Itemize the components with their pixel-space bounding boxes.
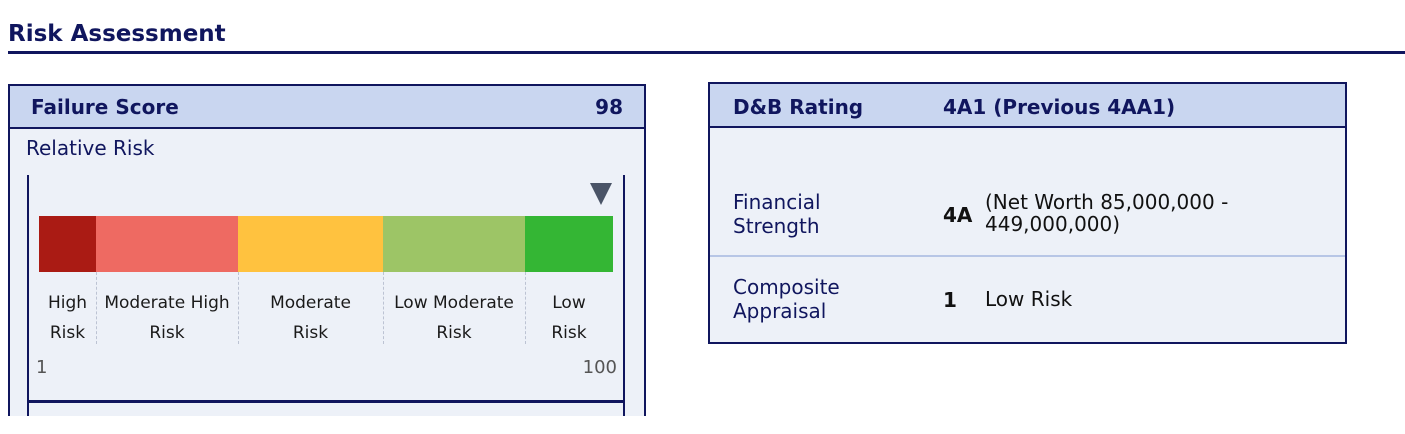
band-separator: [96, 272, 97, 344]
composite-appraisal-code: 1: [943, 288, 957, 312]
band-low-risk: [525, 216, 613, 272]
band-label-moderate-high-risk: Moderate High Risk: [104, 293, 230, 343]
scale-max-label: 100: [582, 357, 617, 378]
band-label-high-risk: High Risk: [47, 293, 88, 343]
row-divider: [710, 255, 1345, 257]
failure-score-panel: Failure Score 98 Relative Risk High Risk …: [8, 84, 646, 416]
band-moderate-risk: [238, 216, 383, 272]
band-label-low-risk: Low Risk: [551, 293, 587, 343]
band-high-risk: [39, 216, 96, 272]
title-divider: [8, 51, 1405, 54]
band-separator: [383, 272, 384, 344]
scale-bottom-rule: [29, 400, 623, 403]
db-rating-value: 4A1 (Previous 4AA1): [943, 95, 1176, 119]
financial-strength-code: 4A: [943, 203, 973, 227]
composite-appraisal-label: Composite Appraisal: [733, 275, 840, 323]
db-rating-header: D&B Rating 4A1 (Previous 4AA1): [710, 84, 1345, 128]
risk-scale: High Risk Moderate High Risk Moderate Risk …: [27, 175, 625, 416]
financial-strength-description: (Net Worth 85,000,000 - 449,000,000): [985, 190, 1229, 236]
relative-risk-label: Relative Risk: [26, 136, 155, 160]
financial-strength-label: Financial Strength: [733, 190, 821, 238]
band-low-moderate-risk: [383, 216, 525, 272]
db-rating-label: D&B Rating: [733, 95, 864, 119]
band-label-moderate-risk: Moderate Risk: [270, 293, 351, 343]
scale-min-label: 1: [36, 357, 48, 378]
band-label-low-moderate-risk: Low Moderate Risk: [394, 293, 514, 343]
band-moderate-high-risk: [96, 216, 238, 272]
db-rating-panel: D&B Rating 4A1 (Previous 4AA1) Financial…: [708, 82, 1347, 344]
failure-score-label: Failure Score: [31, 95, 179, 119]
page-title: Risk Assessment: [8, 21, 226, 47]
failure-score-value: 98: [595, 95, 623, 119]
composite-appraisal-description: Low Risk: [985, 287, 1073, 311]
failure-score-header: Failure Score 98: [10, 86, 644, 129]
score-marker-icon: [590, 183, 612, 205]
band-separator: [525, 272, 526, 344]
band-separator: [238, 272, 239, 344]
